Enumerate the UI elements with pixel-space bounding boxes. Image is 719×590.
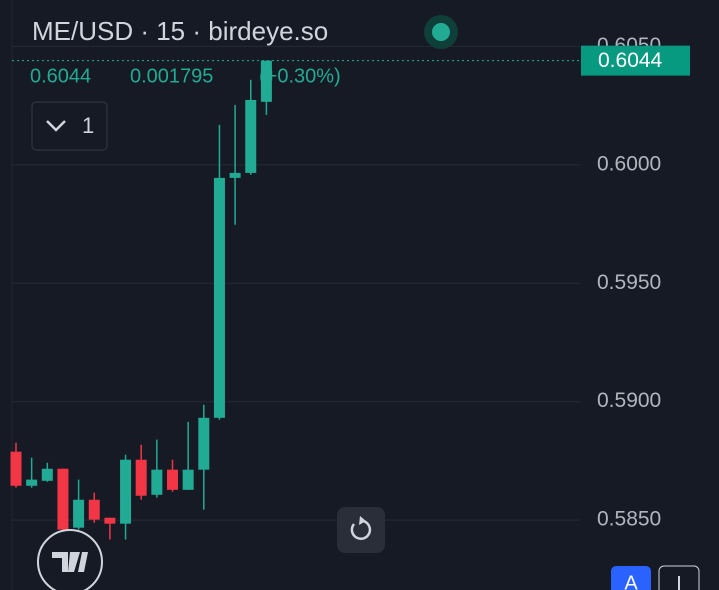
candle-body — [151, 469, 163, 495]
candle-body — [182, 469, 194, 490]
candle-body — [213, 177, 225, 418]
y-tick-label: 0.5850 — [597, 508, 661, 531]
candle-body — [260, 60, 272, 102]
candle-body — [120, 459, 132, 524]
candle-body — [88, 499, 100, 520]
chart-title: ME/USD · 15 · birdeye.so — [32, 16, 328, 46]
auto-scale-button[interactable] — [611, 566, 651, 590]
candle-body — [245, 99, 257, 173]
logo[interactable] — [37, 529, 103, 590]
candle-body — [167, 469, 178, 490]
reset-box[interactable] — [337, 507, 385, 553]
candle-body — [57, 468, 69, 530]
indicators-toggle[interactable]: 1 — [31, 101, 108, 151]
last-price-label: 0.6044 — [598, 49, 663, 72]
candle-body — [198, 417, 210, 470]
reset-button[interactable] — [337, 507, 385, 553]
candle-body — [104, 517, 116, 524]
y-tick-label: 0.6000 — [597, 152, 661, 175]
candle-body — [10, 451, 22, 486]
y-tick-label: 0.5950 — [597, 271, 661, 294]
reset-icon — [350, 519, 372, 540]
candle-body — [73, 499, 85, 528]
candle-body — [229, 172, 241, 178]
reset-arrow — [359, 516, 366, 525]
legend-close: 0.6044 — [30, 65, 91, 87]
status-dot — [432, 23, 450, 41]
logo-mark — [52, 552, 88, 572]
candle-body — [26, 479, 38, 486]
candle-body — [41, 468, 53, 481]
toggle-box[interactable] — [31, 101, 108, 151]
candle-body — [135, 459, 147, 496]
last-price-box — [581, 45, 690, 76]
legend-change: 0.001795 — [130, 65, 213, 87]
y-tick-label: 0.5900 — [597, 389, 661, 412]
auto-scale-label[interactable]: A — [624, 572, 638, 590]
toggle-count[interactable]: 1 — [82, 113, 94, 138]
legend-change-pct: (+0.30%) — [259, 65, 341, 87]
chevron — [46, 120, 66, 132]
